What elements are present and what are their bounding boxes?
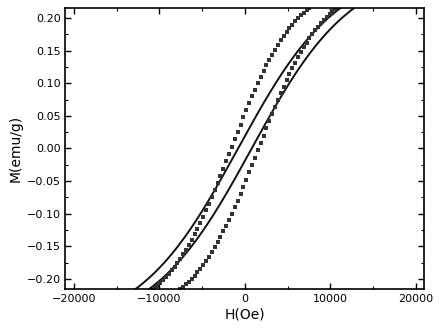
Y-axis label: M(emu/g): M(emu/g) xyxy=(8,115,23,182)
X-axis label: H(Oe): H(Oe) xyxy=(225,308,265,322)
